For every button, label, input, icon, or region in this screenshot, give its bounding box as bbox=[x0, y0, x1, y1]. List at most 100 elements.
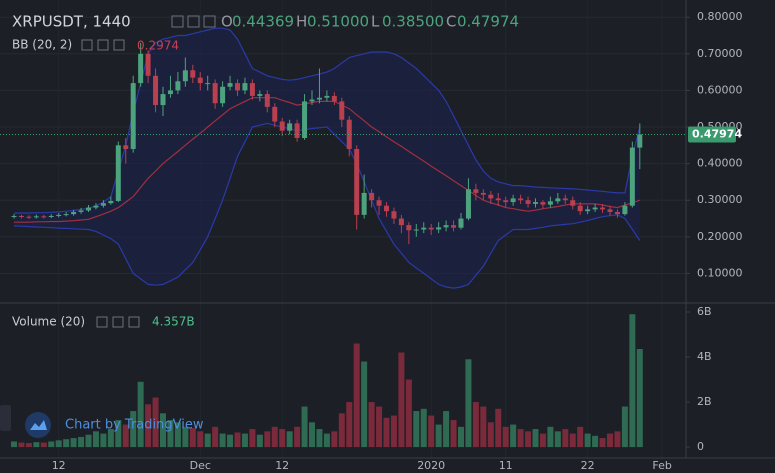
volume-bar bbox=[25, 443, 32, 448]
candle-body bbox=[212, 83, 218, 104]
candle-body bbox=[398, 218, 404, 226]
candle-body bbox=[547, 201, 553, 205]
volume-bar bbox=[301, 406, 308, 448]
x-tick-label: Feb bbox=[652, 459, 671, 472]
candle-body bbox=[339, 101, 345, 120]
candle-body bbox=[540, 202, 546, 205]
volume-bar bbox=[249, 429, 256, 448]
candle-body bbox=[123, 145, 129, 149]
candle-body bbox=[302, 101, 308, 139]
candle-body bbox=[18, 215, 24, 217]
candle-body bbox=[354, 148, 360, 215]
bb-icons bbox=[81, 39, 125, 51]
y-tick-label: 0.40000 bbox=[697, 157, 743, 170]
header-icons bbox=[171, 15, 216, 28]
ohlc-label: L bbox=[371, 13, 380, 31]
candle-body bbox=[26, 216, 32, 218]
candle-body bbox=[264, 94, 270, 107]
volume-bar bbox=[517, 429, 524, 448]
volume-bar bbox=[256, 434, 263, 448]
candle-body bbox=[145, 53, 151, 76]
candle-body bbox=[406, 225, 412, 231]
candle-body bbox=[153, 75, 159, 106]
volume-bar bbox=[331, 431, 338, 448]
plot bbox=[0, 27, 686, 448]
volume-bar bbox=[532, 429, 539, 448]
candle-body bbox=[227, 83, 233, 87]
volume-bar bbox=[383, 417, 390, 448]
symbol: XRPUSDT, 1440 bbox=[12, 13, 131, 31]
candle-body bbox=[279, 121, 285, 131]
candle-body bbox=[391, 211, 397, 219]
volume-bar bbox=[122, 424, 129, 448]
volume-bar bbox=[264, 431, 271, 448]
candle-body bbox=[376, 200, 382, 206]
ohlc-label: H bbox=[296, 13, 307, 31]
x-tick-label: Dec bbox=[190, 459, 211, 472]
volume-bar bbox=[323, 433, 330, 448]
candle-body bbox=[465, 189, 471, 219]
candle-body bbox=[614, 211, 620, 215]
volume-bar bbox=[562, 429, 569, 448]
candle-body bbox=[562, 198, 568, 201]
volume-bar bbox=[11, 441, 17, 448]
volume-bar bbox=[309, 422, 315, 448]
x-tick-label: 22 bbox=[581, 459, 595, 472]
candle-body bbox=[443, 225, 449, 228]
candle-body bbox=[510, 198, 516, 203]
volume-bar bbox=[502, 426, 509, 448]
volume-bar bbox=[55, 440, 62, 448]
ohlc-label: O bbox=[221, 13, 233, 31]
volume-bar bbox=[621, 406, 628, 448]
candle-body bbox=[346, 119, 352, 149]
ohlc-value: 0.38500 bbox=[382, 13, 444, 31]
volume-bar bbox=[435, 424, 442, 448]
candle-body bbox=[436, 227, 442, 230]
volume-bar bbox=[70, 438, 77, 448]
candle-body bbox=[533, 202, 538, 204]
volume-bar bbox=[204, 433, 211, 448]
candle-body bbox=[48, 215, 54, 217]
candle-body bbox=[525, 200, 531, 204]
volume-bar bbox=[33, 442, 40, 448]
volume-icons bbox=[96, 316, 140, 328]
volume-legend: Volume (20) bbox=[12, 315, 85, 329]
volume-bar bbox=[160, 413, 166, 448]
volume-tick-label: 2B bbox=[697, 395, 712, 408]
volume-bar bbox=[405, 379, 412, 448]
ohlc-label: C bbox=[446, 13, 456, 31]
volume-bar bbox=[219, 433, 226, 448]
candle-body bbox=[115, 145, 121, 201]
candle-body bbox=[41, 216, 47, 218]
ohlc-legend: O 0.44369 H 0.51000 L 0.38500 C 0.47974 bbox=[221, 13, 519, 31]
candle-body bbox=[577, 205, 583, 212]
ohlc-value: 0.47974 bbox=[457, 13, 519, 31]
candle-body bbox=[480, 192, 486, 195]
volume-bar bbox=[241, 433, 248, 448]
candle-body bbox=[555, 198, 561, 202]
volume-bar bbox=[443, 411, 450, 448]
candle-body bbox=[369, 192, 375, 201]
candle-body bbox=[100, 203, 106, 206]
volume-bar bbox=[40, 442, 47, 448]
volume-bar bbox=[353, 343, 360, 448]
candle-body bbox=[361, 192, 367, 215]
candle-body bbox=[257, 94, 263, 96]
volume-bar bbox=[510, 424, 517, 448]
watermark-logo bbox=[25, 412, 51, 438]
volume-bar bbox=[145, 404, 152, 448]
volume-bar bbox=[152, 397, 159, 448]
candle-body bbox=[316, 97, 322, 100]
candle-body bbox=[451, 225, 457, 228]
volume-bar bbox=[398, 352, 405, 448]
volume-bar bbox=[78, 436, 85, 448]
toolbar-toggle[interactable] bbox=[0, 405, 11, 431]
volume-bar bbox=[614, 431, 621, 448]
volume-bar bbox=[636, 348, 643, 448]
candle-body bbox=[138, 53, 144, 84]
volume-bar bbox=[212, 426, 219, 448]
last-price-label: 0.47974 bbox=[692, 127, 742, 140]
volume-bar bbox=[480, 406, 487, 448]
candle-body bbox=[205, 83, 211, 85]
